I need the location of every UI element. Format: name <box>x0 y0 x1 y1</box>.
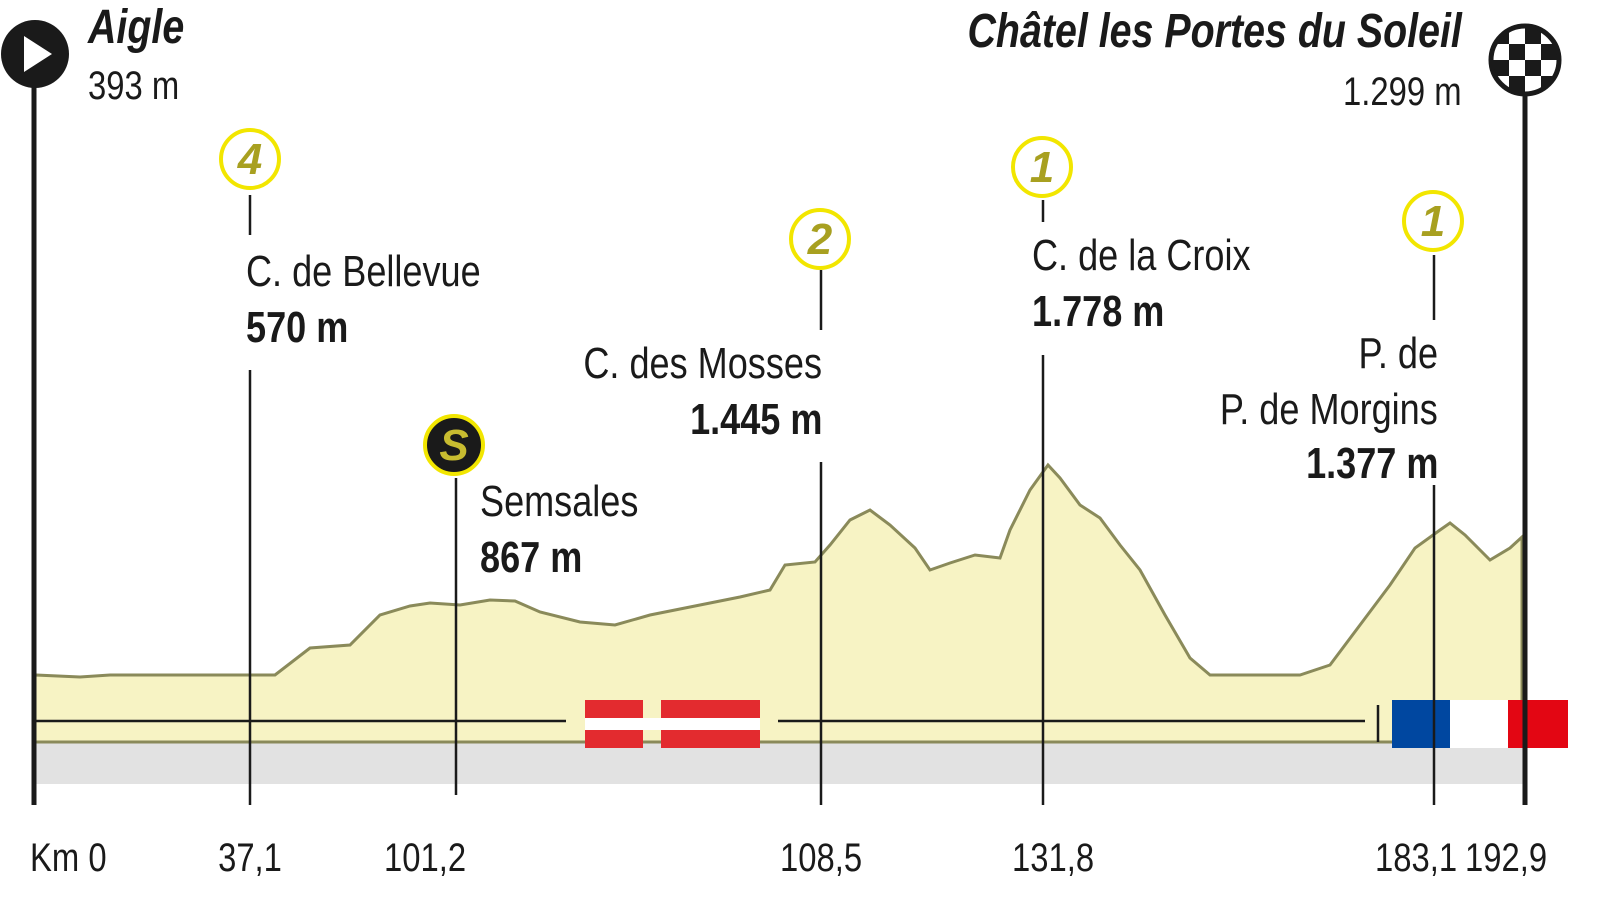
swiss-flag <box>585 700 760 748</box>
finish-name: Châtel les Portes du Soleil <box>967 5 1462 58</box>
climb-name: C. de la Croix <box>1032 231 1251 280</box>
climb-altitude: 1.445 m <box>689 395 822 444</box>
climb-altitude: 570 m <box>246 303 349 352</box>
km-label: 108,5 <box>780 836 863 880</box>
sprint-altitude: 867 m <box>480 533 583 582</box>
climb-name-line1: P. de <box>1358 329 1438 378</box>
km-label: 183,1 <box>1375 836 1458 880</box>
km-label: 101,2 <box>384 836 467 880</box>
km-label: 131,8 <box>1012 836 1095 880</box>
climb-name-line2: P. de Morgins <box>1220 385 1438 434</box>
checkered-flag-icon <box>1488 23 1562 97</box>
category-badge: 2 <box>789 208 851 270</box>
km-label: 37,1 <box>218 836 282 880</box>
finish-altitude: 1.299 m <box>1343 70 1462 114</box>
french-flag <box>1392 700 1568 748</box>
category-badge: 4 <box>219 128 281 190</box>
sprint-badge: S <box>423 414 485 476</box>
sprint-name: Semsales <box>480 477 639 526</box>
category-badge: 1 <box>1402 190 1464 252</box>
border-line <box>35 705 1380 742</box>
play-icon <box>1 20 69 88</box>
climb-name: C. de Bellevue <box>246 247 481 296</box>
start-altitude: 393 m <box>88 64 180 108</box>
category-badge: 1 <box>1011 136 1073 198</box>
km-label: Km 0 <box>30 836 107 880</box>
marker-lines <box>248 195 1436 805</box>
elevation-profile <box>33 462 1524 744</box>
climb-name: C. des Mosses <box>583 339 822 388</box>
start-name: Aigle <box>88 1 185 54</box>
ground-band <box>35 742 1525 784</box>
climb-altitude: 1.377 m <box>1305 439 1438 488</box>
climb-altitude: 1.778 m <box>1032 287 1165 336</box>
km-label: 192,9 <box>1465 836 1548 880</box>
